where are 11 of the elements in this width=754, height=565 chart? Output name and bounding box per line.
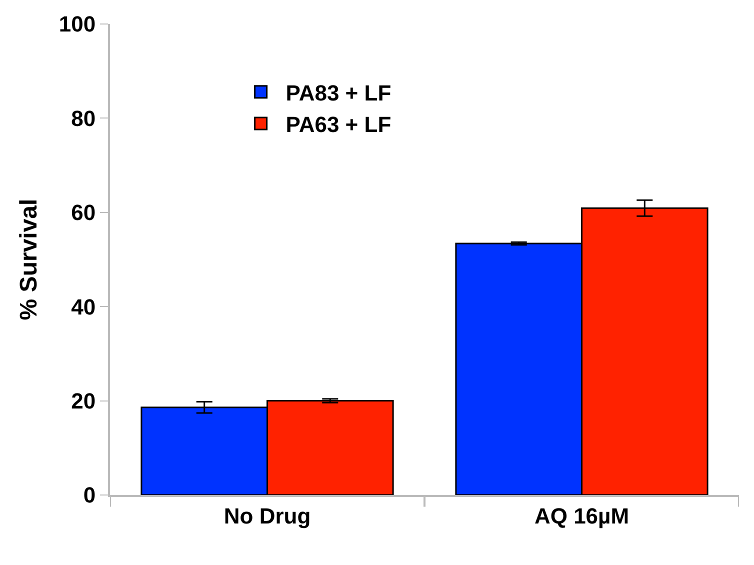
x-tick-label: AQ 16µM (534, 503, 630, 528)
y-tick-label: 20 (71, 388, 96, 414)
x-tick-label: No Drug (224, 503, 311, 528)
legend-label: PA83 + LF (286, 80, 392, 106)
y-tick-label: 0 (83, 482, 96, 508)
y-tick-label: 40 (71, 294, 96, 320)
y-tick-label: 100 (58, 12, 96, 37)
y-tick-label: 60 (71, 200, 96, 226)
y-axis-title: % Survival (15, 198, 42, 320)
y-tick-label: 80 (71, 106, 96, 131)
legend-label: PA63 + LF (286, 112, 392, 138)
